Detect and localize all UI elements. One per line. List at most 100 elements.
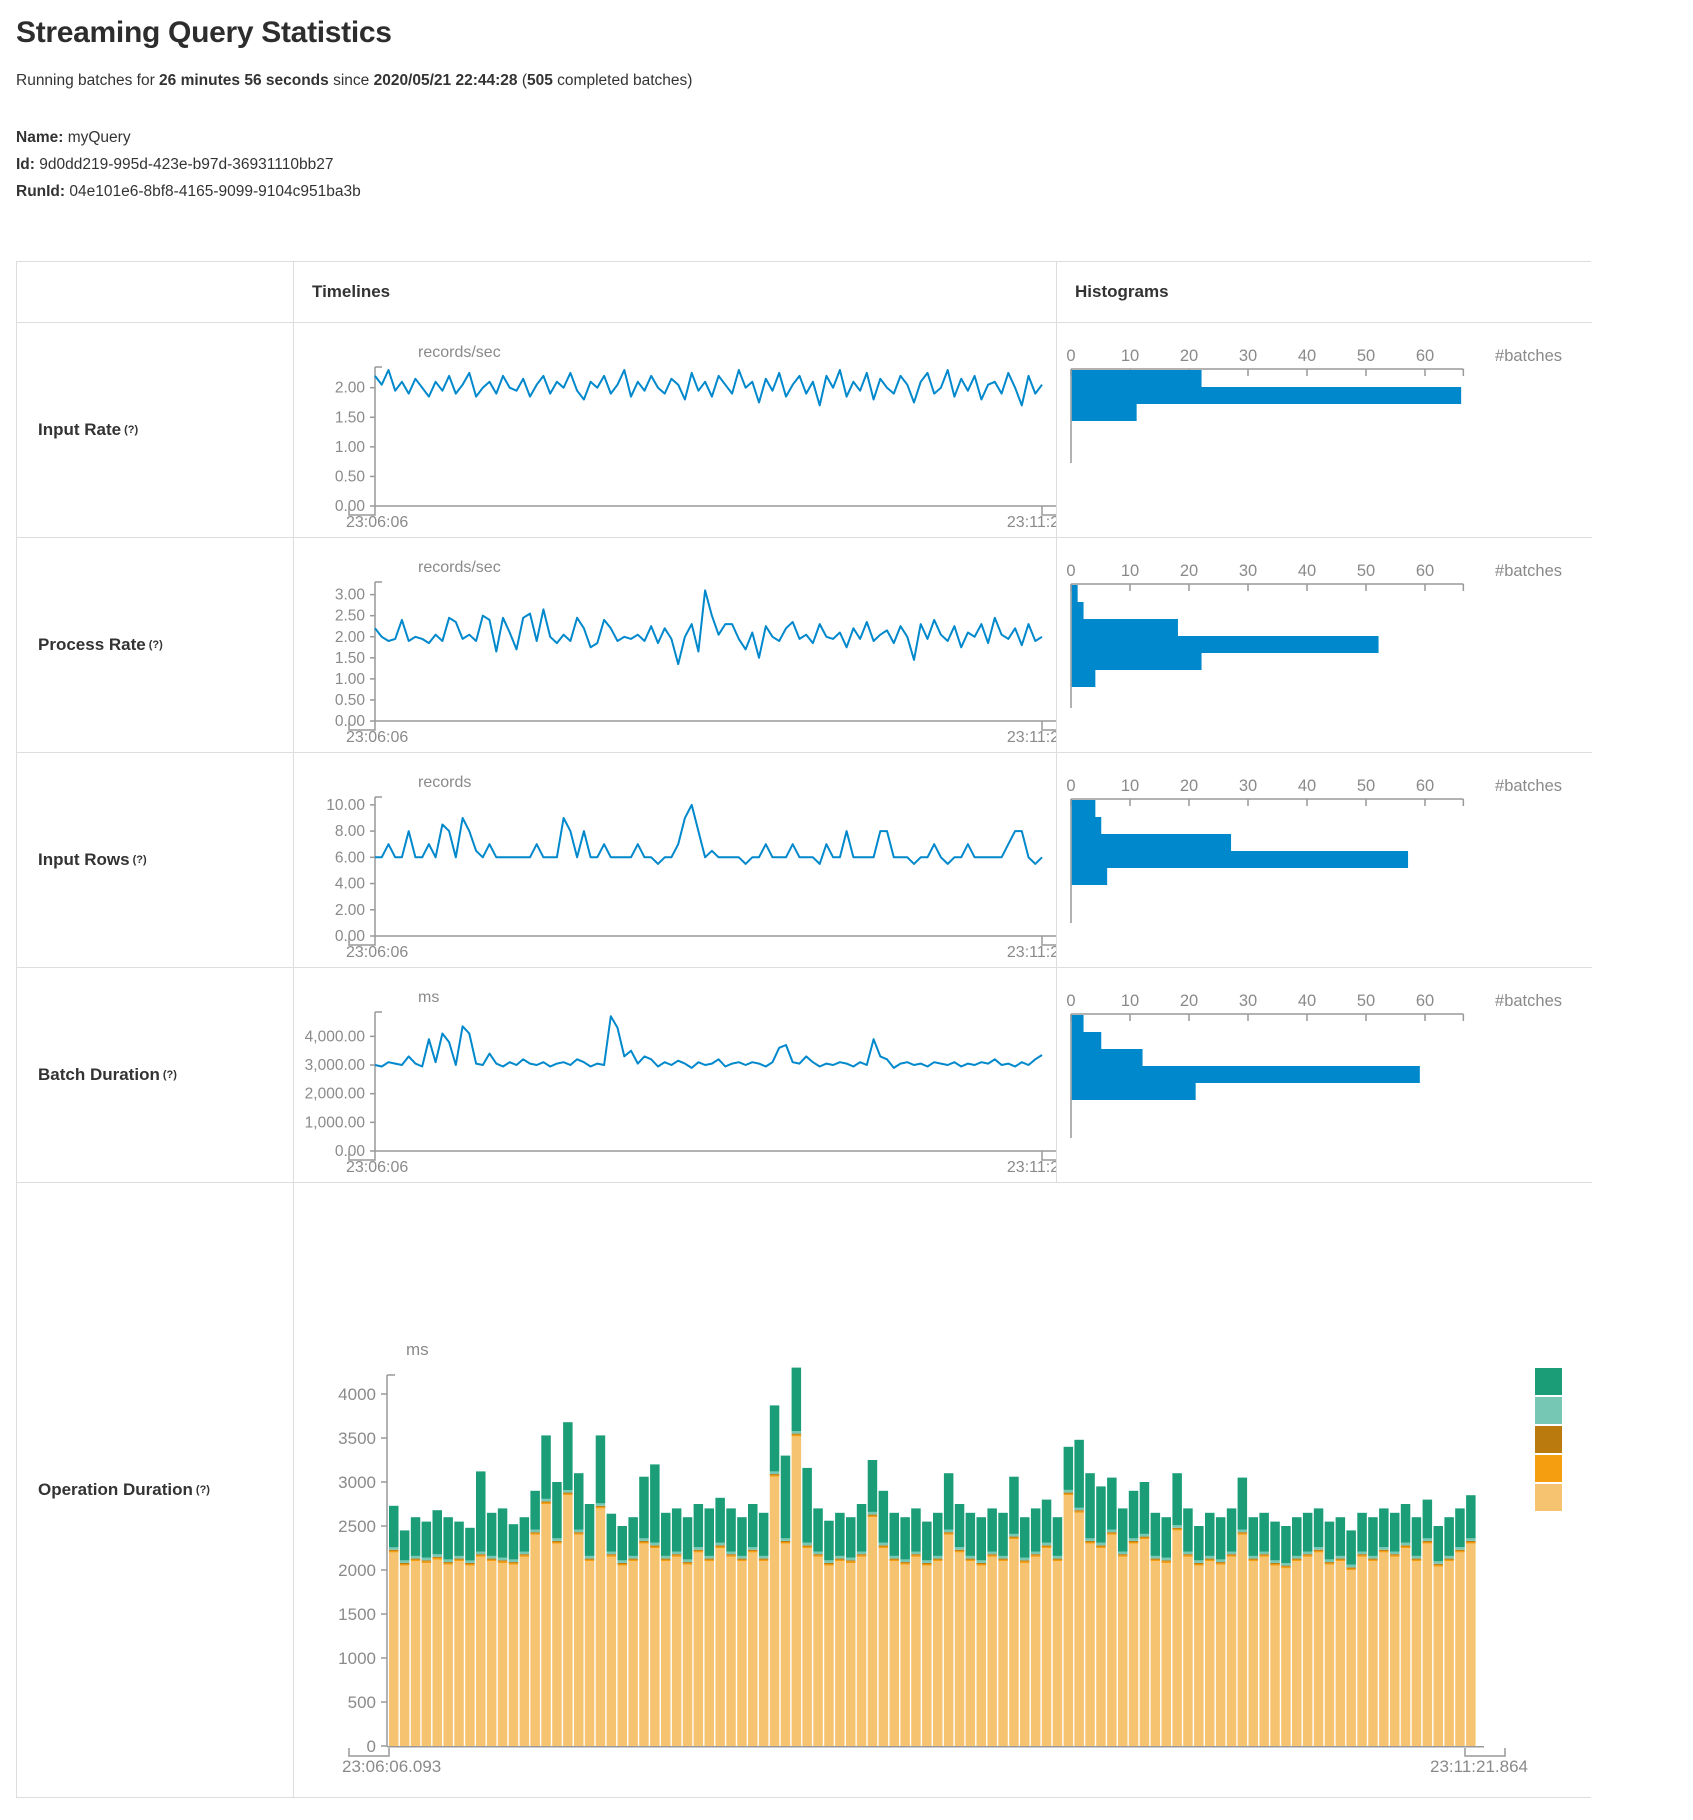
svg-text:2,000.00: 2,000.00: [305, 1086, 366, 1103]
svg-text:3.00: 3.00: [335, 587, 366, 604]
svg-text:23:06:06: 23:06:06: [346, 729, 408, 746]
svg-text:#batches: #batches: [1495, 777, 1562, 795]
svg-text:10.00: 10.00: [326, 797, 365, 814]
svg-text:0: 0: [1066, 777, 1075, 795]
help-icon[interactable]: (?): [162, 1069, 177, 1081]
svg-text:500: 500: [348, 1693, 376, 1712]
svg-text:0.50: 0.50: [335, 692, 366, 709]
svg-text:40: 40: [1298, 777, 1316, 795]
svg-text:50: 50: [1357, 777, 1375, 795]
process-rate-timeline-chart: records/sec 0.00 0.50 1.00 1.50 2.00 2.50 3.00 2…: [293, 537, 1056, 752]
svg-text:23:11:21: 23:11:21: [1007, 1159, 1056, 1176]
svg-text:#batches: #batches: [1495, 992, 1562, 1010]
svg-text:23:06:06: 23:06:06: [346, 944, 408, 961]
svg-text:6.00: 6.00: [335, 849, 366, 866]
running-summary: Running batches for 26 minutes 56 second…: [16, 72, 1676, 90]
running-duration: 26 minutes 56 seconds: [159, 72, 329, 89]
help-icon[interactable]: (?): [195, 1484, 210, 1496]
svg-text:1.50: 1.50: [335, 409, 366, 426]
svg-text:ms: ms: [406, 1340, 429, 1359]
row-label-batch-duration: Batch Duration (?): [17, 967, 293, 1182]
completed-open-paren: (: [521, 72, 527, 89]
svg-text:1000: 1000: [338, 1649, 376, 1668]
svg-text:0.00: 0.00: [335, 928, 366, 945]
svg-text:50: 50: [1357, 347, 1375, 365]
help-icon[interactable]: (?): [124, 424, 139, 436]
svg-text:2.00: 2.00: [335, 380, 366, 397]
svg-text:3,000.00: 3,000.00: [305, 1057, 366, 1074]
batch-duration-timeline-chart: ms 0.00 1,000.00 2,000.00 3,000.00 4,000.00 23…: [293, 967, 1056, 1182]
query-id-value: 9d0dd219-995d-423e-b97d-36931110bb27: [39, 156, 334, 173]
svg-text:3000: 3000: [338, 1473, 376, 1492]
svg-text:23:06:06: 23:06:06: [346, 1159, 408, 1176]
svg-text:1.50: 1.50: [335, 650, 366, 667]
query-name-value: myQuery: [67, 129, 131, 146]
input-rows-histogram-chart: 0 10 20 30 40 50 60 #batches: [1056, 752, 1592, 967]
svg-text:0: 0: [367, 1737, 376, 1756]
svg-text:0: 0: [1066, 347, 1075, 365]
svg-text:4.00: 4.00: [335, 876, 366, 893]
row-label-input-rows: Input Rows (?): [17, 752, 293, 967]
svg-text:60: 60: [1416, 347, 1434, 365]
svg-text:10: 10: [1121, 992, 1139, 1010]
svg-text:10: 10: [1121, 562, 1139, 580]
help-icon[interactable]: (?): [148, 639, 163, 651]
statistics-table: Timelines Histograms Input Rate (?) recor…: [16, 261, 1592, 1798]
svg-text:8.00: 8.00: [335, 823, 366, 840]
query-id-label: Id:: [16, 156, 35, 173]
query-id-line: Id: 9d0dd219-995d-423e-b97d-36931110bb27: [16, 151, 1676, 178]
svg-text:0.50: 0.50: [335, 468, 366, 485]
header-empty-cell: [17, 262, 293, 322]
header-timelines: Timelines: [293, 262, 1056, 322]
svg-text:0.00: 0.00: [335, 1143, 366, 1160]
batch-duration-label: Batch Duration: [38, 1065, 160, 1084]
svg-text:10: 10: [1121, 777, 1139, 795]
running-prefix: Running batches for: [16, 72, 155, 89]
svg-text:40: 40: [1298, 562, 1316, 580]
svg-text:20: 20: [1180, 562, 1198, 580]
svg-text:40: 40: [1298, 347, 1316, 365]
process-rate-label: Process Rate: [38, 635, 146, 654]
query-runid-label: RunId:: [16, 183, 66, 200]
svg-text:records/sec: records/sec: [418, 344, 501, 361]
running-since: since: [333, 72, 370, 89]
svg-text:4000: 4000: [338, 1385, 376, 1404]
query-runid-line: RunId: 04e101e6-8bf8-4165-9099-9104c951b…: [16, 178, 1676, 205]
row-label-input-rate: Input Rate (?): [17, 322, 293, 537]
process-rate-histogram-chart: 0 10 20 30 40 50 60 #batches: [1056, 537, 1592, 752]
svg-text:0.00: 0.00: [335, 713, 366, 730]
svg-text:2000: 2000: [338, 1561, 376, 1580]
operation-duration-chart: ms 0 500 1000 1500 2000 2500 3000 3500 4000 23:06:…: [293, 1182, 1592, 1797]
start-time: 2020/05/21 22:44:28: [373, 72, 518, 89]
svg-text:1.00: 1.00: [335, 439, 366, 456]
svg-text:23:11:21: 23:11:21: [1007, 944, 1056, 961]
svg-text:ms: ms: [418, 989, 439, 1006]
svg-text:2500: 2500: [338, 1517, 376, 1536]
query-name-label: Name:: [16, 129, 64, 146]
query-name-line: Name: myQuery: [16, 124, 1676, 151]
svg-text:60: 60: [1416, 777, 1434, 795]
svg-text:#batches: #batches: [1495, 347, 1562, 365]
svg-text:40: 40: [1298, 992, 1316, 1010]
svg-text:23:11:21: 23:11:21: [1007, 514, 1056, 531]
svg-text:2.50: 2.50: [335, 608, 366, 625]
svg-text:2.00: 2.00: [335, 902, 366, 919]
help-icon[interactable]: (?): [132, 854, 147, 866]
input-rows-timeline-chart: records 0.00 2.00 4.00 6.00 8.00 10.00 23:06:06…: [293, 752, 1056, 967]
svg-text:23:11:21: 23:11:21: [1007, 729, 1056, 746]
page: Streaming Query Statistics Running batch…: [16, 0, 1676, 1798]
svg-text:23:06:06.093: 23:06:06.093: [342, 1757, 441, 1776]
svg-text:30: 30: [1239, 777, 1257, 795]
svg-text:0.00: 0.00: [335, 498, 366, 515]
svg-text:1,000.00: 1,000.00: [305, 1114, 366, 1131]
completed-suffix: completed batches): [552, 72, 693, 89]
svg-text:0: 0: [1066, 992, 1075, 1010]
svg-text:4,000.00: 4,000.00: [305, 1028, 366, 1045]
input-rate-timeline-chart: records/sec 0.00 0.50 1.00 1.50 2.00 23:06:06 2…: [293, 322, 1056, 537]
svg-text:23:06:06: 23:06:06: [346, 514, 408, 531]
svg-text:1.00: 1.00: [335, 671, 366, 688]
svg-text:30: 30: [1239, 562, 1257, 580]
svg-text:50: 50: [1357, 562, 1375, 580]
svg-text:23:11:21.864: 23:11:21.864: [1430, 1757, 1528, 1776]
query-info: Name: myQuery Id: 9d0dd219-995d-423e-b97…: [16, 124, 1676, 205]
